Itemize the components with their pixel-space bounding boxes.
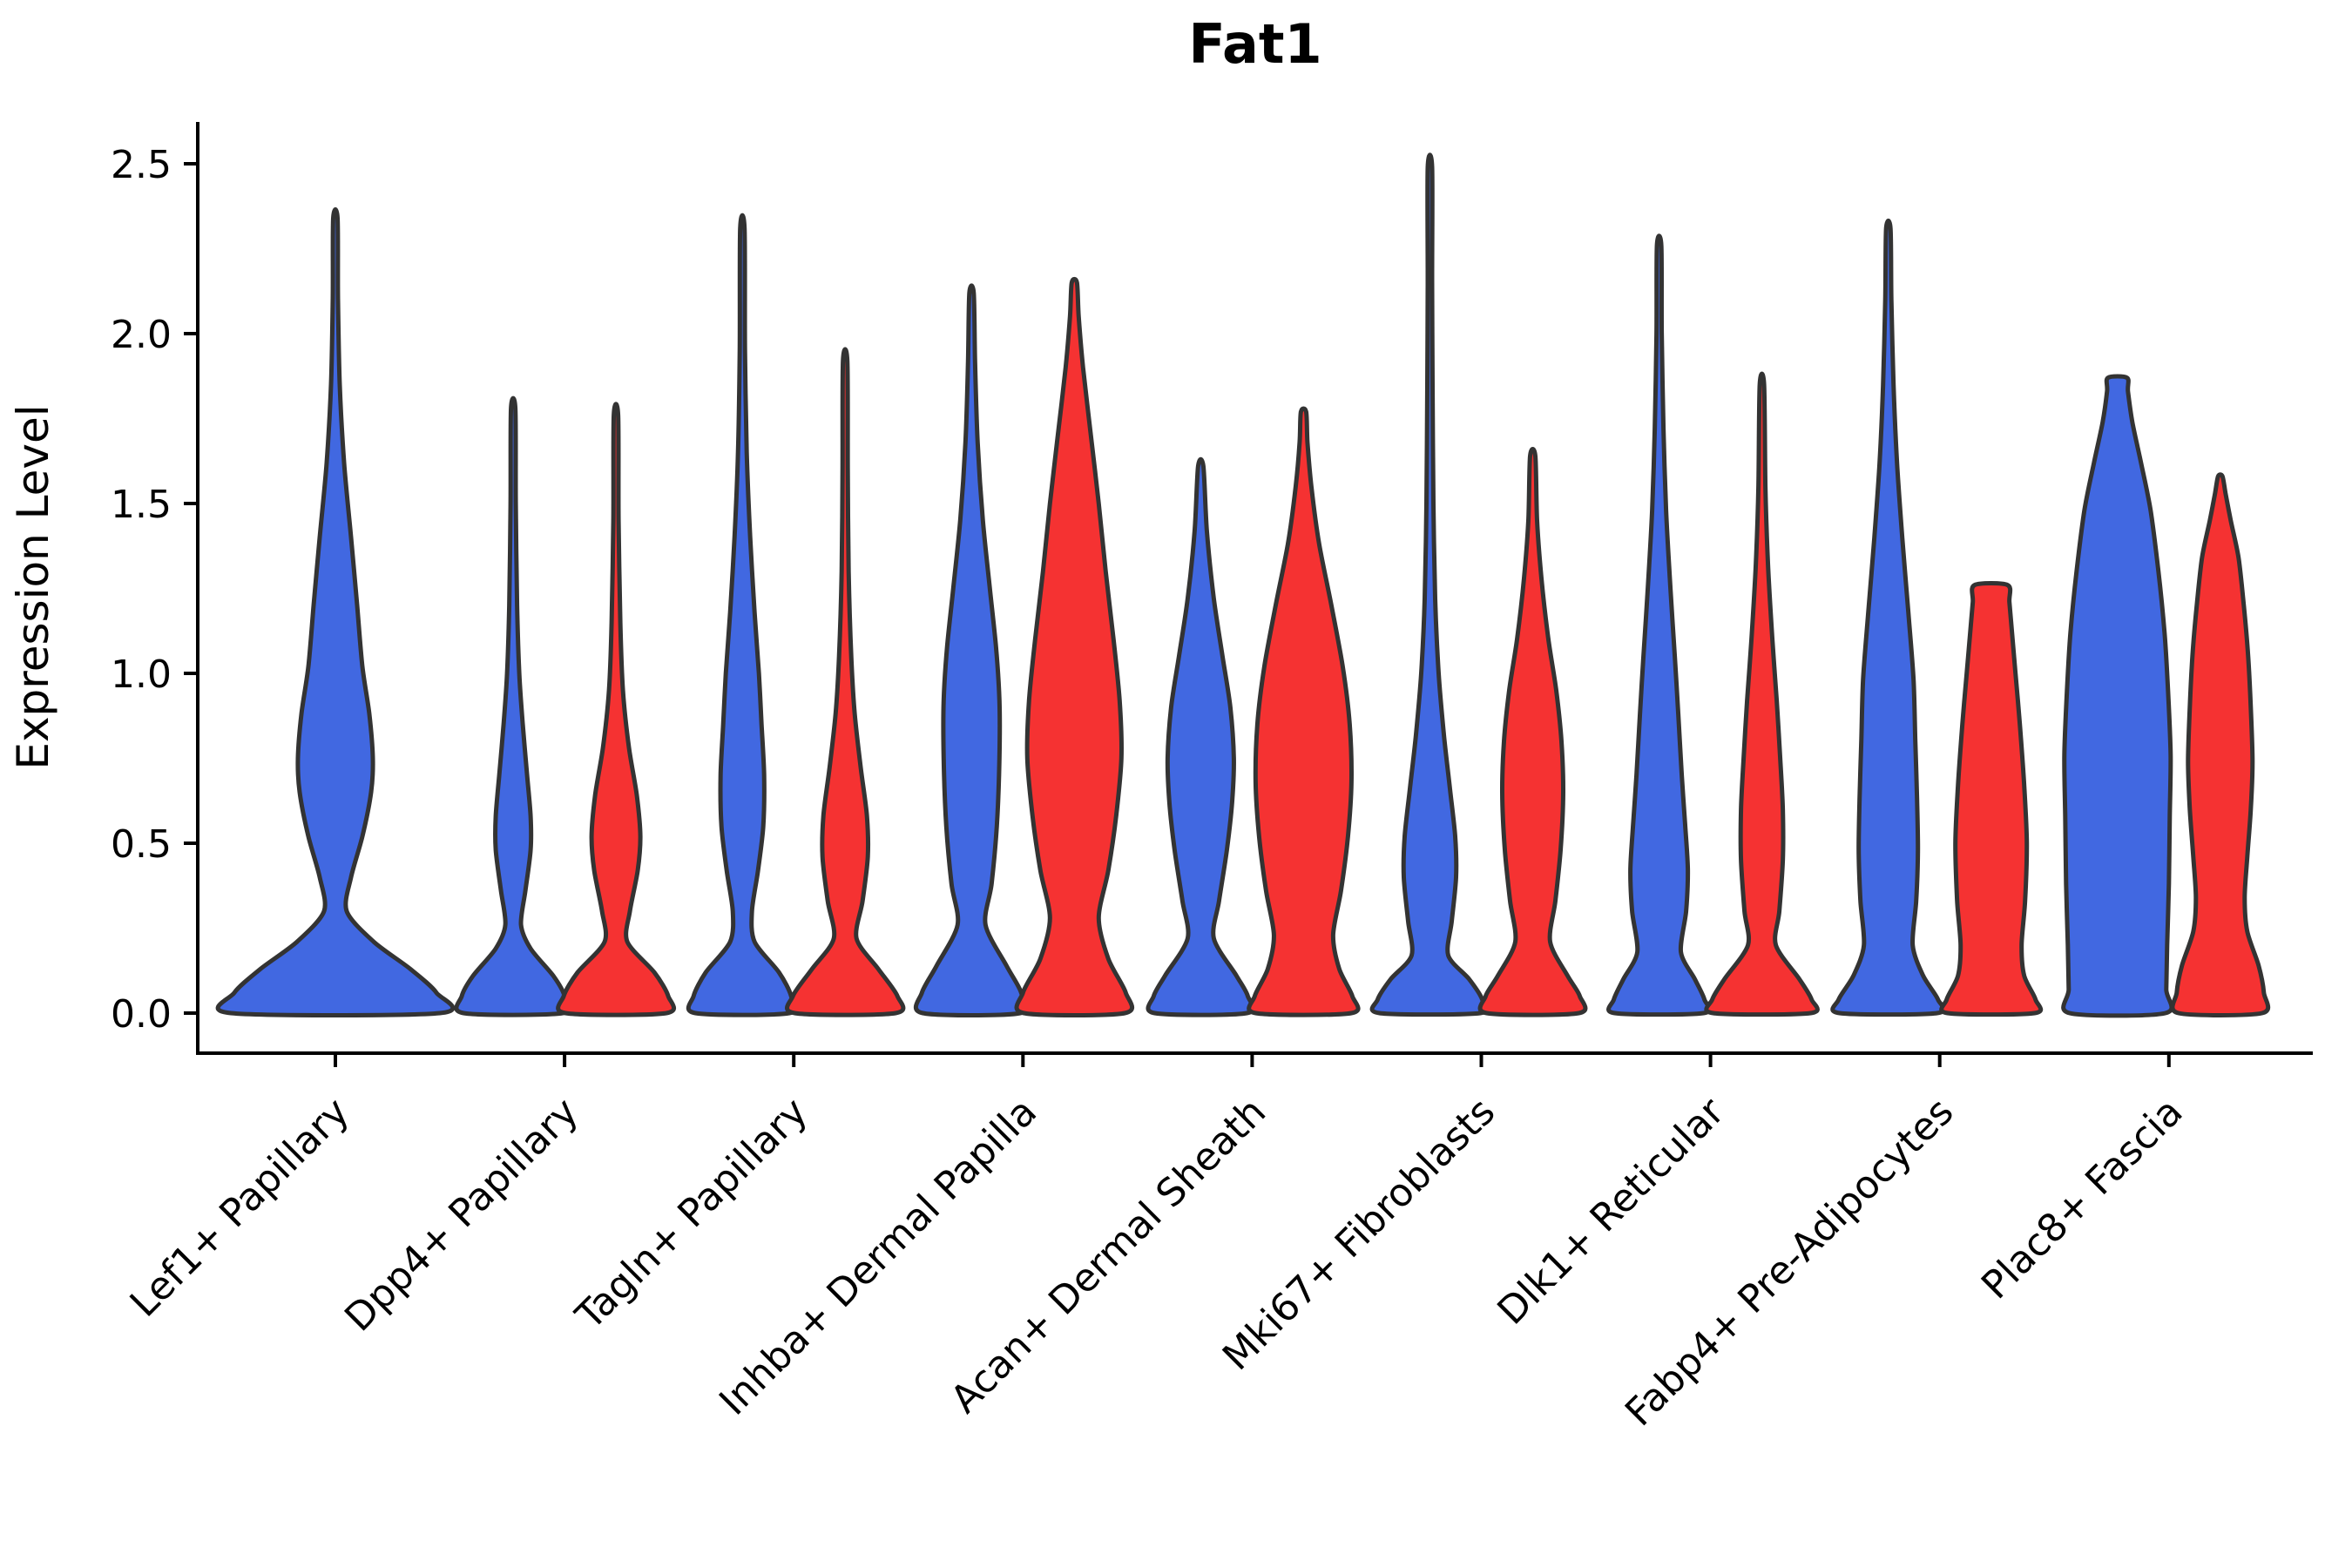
y-tick-label-2.5: 2.5 xyxy=(111,143,172,187)
y-tick-label-0.5: 0.5 xyxy=(111,822,172,867)
y-tick-label-1.5: 1.5 xyxy=(111,483,172,527)
x-tick-label-plac8-fascia: Plac8+ Fascia xyxy=(1973,1090,2192,1308)
violins-layer xyxy=(215,152,2271,1018)
violin-dlk1-reticular-blue xyxy=(1606,233,1713,1017)
violin-fabp4-pre-adipocytes-red xyxy=(1939,581,2044,1017)
violin-mki67-fibroblasts-blue xyxy=(1369,152,1490,1017)
violin-tagln-papillary-blue xyxy=(686,213,799,1017)
x-tick-label-dpp4-papillary: Dpp4+ Papillary xyxy=(336,1090,587,1341)
violin-inhba-dermal-papilla-blue xyxy=(913,283,1030,1017)
violin-inhba-dermal-papilla-red xyxy=(1014,276,1135,1017)
violin-dpp4-papillary-blue xyxy=(454,395,572,1017)
violin-mki67-fibroblasts-red xyxy=(1477,447,1588,1017)
x-tick-label-dlk1-reticular: Dlk1+ Reticular xyxy=(1489,1089,1734,1334)
violin-lef1-papillary-blue xyxy=(215,206,456,1017)
y-tick-label-2.0: 2.0 xyxy=(111,313,172,357)
violin-acan-dermal-sheath-blue xyxy=(1146,456,1256,1017)
chart-title: Fat1 xyxy=(1188,12,1321,76)
violin-dpp4-papillary-red xyxy=(556,402,677,1017)
violin-tagln-papillary-red xyxy=(785,347,906,1017)
x-tick-label-lef1-papillary: Lef1+ Papillary xyxy=(122,1090,358,1326)
y-axis-label: Expression Level xyxy=(8,404,58,769)
violin-fabp4-pre-adipocytes-blue xyxy=(1830,218,1947,1017)
axes-layer xyxy=(196,122,2313,1055)
violin-plac8-fascia-red xyxy=(2170,472,2271,1017)
y-tick-label-1.0: 1.0 xyxy=(111,652,172,697)
violin-plac8-fascia-blue xyxy=(2061,374,2174,1018)
x-tick-label-tagln-papillary: Tagln+ Papillary xyxy=(567,1090,816,1339)
violin-acan-dermal-sheath-red xyxy=(1247,406,1361,1017)
y-tick-label-0.0: 0.0 xyxy=(111,992,172,1037)
violin-dlk1-reticular-red xyxy=(1704,371,1820,1017)
